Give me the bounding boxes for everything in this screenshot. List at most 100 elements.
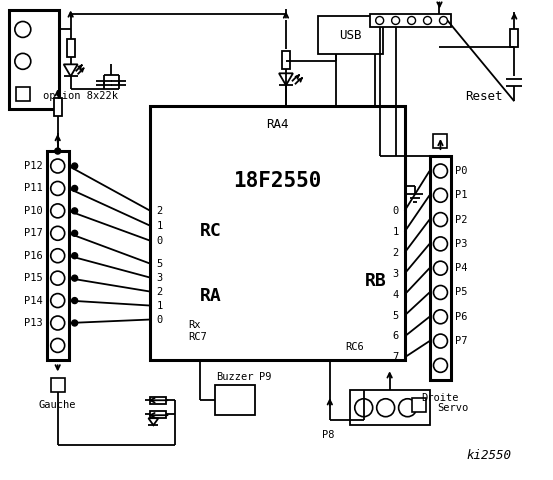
Circle shape: [51, 181, 65, 195]
Circle shape: [51, 316, 65, 330]
Text: 0: 0: [156, 236, 163, 246]
Text: P2: P2: [456, 215, 468, 225]
Text: 4: 4: [393, 289, 399, 300]
Bar: [318, 16, 383, 54]
Text: P6: P6: [456, 312, 468, 322]
Polygon shape: [64, 64, 77, 76]
Bar: [16, 87, 30, 101]
Circle shape: [399, 399, 416, 417]
Text: P12: P12: [24, 161, 43, 171]
Circle shape: [72, 298, 77, 303]
Circle shape: [434, 188, 447, 202]
Text: Gauche: Gauche: [39, 400, 76, 410]
Text: P9: P9: [259, 372, 272, 383]
Circle shape: [72, 320, 77, 326]
Bar: [47, 151, 69, 360]
Circle shape: [15, 22, 31, 37]
Text: P16: P16: [24, 251, 43, 261]
Text: RB: RB: [365, 272, 387, 289]
Text: 7: 7: [393, 352, 399, 362]
Circle shape: [51, 249, 65, 263]
Circle shape: [434, 213, 447, 227]
Text: Servo: Servo: [437, 403, 469, 413]
Text: 2: 2: [156, 287, 163, 297]
Text: 1: 1: [156, 300, 163, 311]
Circle shape: [434, 261, 447, 275]
Bar: [430, 156, 451, 380]
Text: 3: 3: [156, 273, 163, 283]
Circle shape: [72, 185, 77, 192]
Text: P11: P11: [24, 183, 43, 193]
Text: P10: P10: [24, 206, 43, 216]
Circle shape: [72, 163, 77, 169]
Text: RA4: RA4: [266, 118, 289, 131]
Bar: [282, 51, 290, 69]
Text: option 8x22k: option 8x22k: [43, 91, 118, 101]
Text: P1: P1: [456, 190, 468, 200]
Text: Droite: Droite: [422, 393, 459, 403]
Text: 2: 2: [156, 206, 163, 216]
Circle shape: [51, 159, 65, 173]
Circle shape: [424, 16, 431, 24]
Circle shape: [51, 204, 65, 218]
Polygon shape: [279, 73, 293, 85]
Circle shape: [434, 359, 447, 372]
Bar: [54, 98, 62, 116]
Circle shape: [15, 53, 31, 69]
Text: 18F2550: 18F2550: [233, 171, 322, 191]
Text: P15: P15: [24, 273, 43, 283]
Text: RC7: RC7: [188, 333, 207, 342]
Text: 1: 1: [156, 221, 163, 231]
Bar: [215, 385, 255, 415]
Text: P13: P13: [24, 318, 43, 328]
Text: Rx: Rx: [188, 321, 201, 331]
Text: P3: P3: [456, 239, 468, 249]
Circle shape: [434, 286, 447, 300]
Circle shape: [408, 16, 415, 24]
Text: RA: RA: [200, 287, 222, 305]
Text: P5: P5: [456, 288, 468, 298]
Bar: [51, 378, 65, 392]
Circle shape: [55, 148, 61, 154]
Circle shape: [440, 16, 447, 24]
Text: RC: RC: [200, 222, 222, 240]
Polygon shape: [148, 418, 158, 425]
Circle shape: [354, 399, 373, 417]
Text: P17: P17: [24, 228, 43, 238]
Circle shape: [434, 237, 447, 251]
Circle shape: [51, 338, 65, 352]
Text: 5: 5: [393, 311, 399, 321]
Circle shape: [51, 294, 65, 308]
Text: 2: 2: [393, 248, 399, 258]
Text: Reset: Reset: [466, 90, 503, 103]
Bar: [411, 398, 425, 412]
Bar: [9, 10, 59, 109]
Text: 0: 0: [156, 314, 163, 324]
Text: P8: P8: [322, 430, 334, 440]
Text: 5: 5: [156, 259, 163, 269]
Circle shape: [51, 226, 65, 240]
Circle shape: [72, 230, 77, 236]
Circle shape: [72, 275, 77, 281]
Bar: [150, 106, 405, 360]
Circle shape: [434, 334, 447, 348]
Bar: [434, 134, 447, 148]
Circle shape: [377, 399, 395, 417]
Circle shape: [72, 253, 77, 259]
Bar: [150, 411, 166, 418]
Text: Buzzer: Buzzer: [216, 372, 254, 383]
Text: RC6: RC6: [345, 342, 363, 352]
Text: 1: 1: [393, 227, 399, 237]
Text: P7: P7: [456, 336, 468, 346]
Text: P4: P4: [456, 263, 468, 273]
Circle shape: [392, 16, 400, 24]
Text: 6: 6: [393, 332, 399, 341]
Bar: [510, 29, 518, 48]
Text: 0: 0: [393, 206, 399, 216]
Bar: [150, 397, 166, 404]
Circle shape: [51, 271, 65, 285]
Text: P14: P14: [24, 296, 43, 306]
Text: USB: USB: [339, 29, 362, 42]
Circle shape: [434, 164, 447, 178]
Circle shape: [434, 310, 447, 324]
